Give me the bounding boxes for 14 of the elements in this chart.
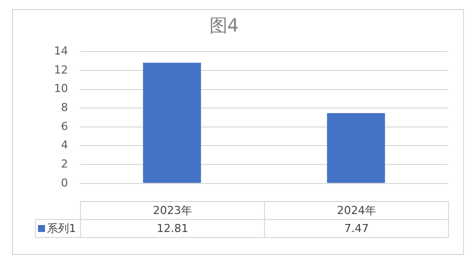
- data-label: 7.47: [264, 220, 448, 238]
- x-tick-label: 2023年: [80, 202, 264, 220]
- chart-title: 图4: [209, 15, 239, 36]
- y-tick-label: 0: [61, 176, 68, 190]
- y-tick-label: 4: [61, 138, 68, 152]
- legend-label: 系列1: [36, 220, 80, 238]
- y-tick-label: 2: [61, 157, 68, 170]
- x-tick-label: 2024年: [264, 202, 448, 220]
- y-tick-label: 6: [61, 120, 68, 133]
- data-label: 12.81: [80, 220, 264, 238]
- y-tick-label: 14: [54, 44, 68, 58]
- y-tick-label: 10: [54, 82, 68, 96]
- y-tick-label: 8: [61, 100, 68, 114]
- y-tick-label: 12: [54, 63, 68, 76]
